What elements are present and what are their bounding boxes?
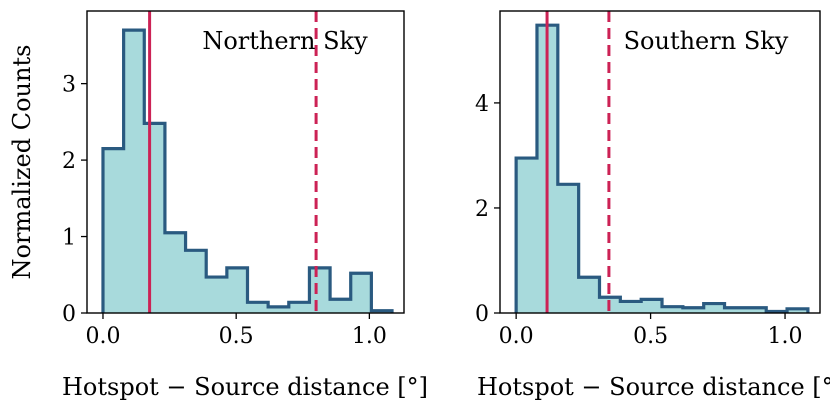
histogram-outline [514,23,810,314]
histogram-bar [557,184,580,313]
y-tick-label: 0 [62,302,76,327]
y-tick-label: 1 [62,226,76,251]
histogram-bar [164,232,186,313]
histogram-bar [703,303,725,313]
ticks-southern: 0.0 0.5 1.0 0 2 4 [475,92,803,349]
y-tick-label: 4 [475,92,489,117]
title-southern-sky: Southern Sky [624,27,789,55]
x-tick-label: 0.0 [499,324,534,349]
histogram-bar [516,158,538,313]
histogram-bar [330,299,352,313]
histogram-bar [268,306,290,313]
panel-northern-sky: 0.0 0.5 1.0 0 1 2 3 Northern Sky Hotspot − Sou… [8,10,428,401]
histogram-bar [682,307,705,313]
histogram-northern [101,11,394,314]
histogram-bar [620,301,642,313]
plot-frame-northern [86,10,405,314]
histogram-bar [662,306,684,313]
x-tick-label: 0.5 [633,324,668,349]
histogram-bar [226,267,248,313]
title-northern-sky: Northern Sky [202,27,368,55]
x-tick-label: 0.0 [85,324,120,349]
histogram-bar [185,250,207,313]
x-tick-label: 0.5 [219,324,254,349]
y-axis-label: Normalized Counts [8,45,36,280]
histogram-bar [102,148,125,313]
x-axis-label-southern: Hotspot − Source distance [°] [477,373,830,401]
histogram-bar [309,267,331,313]
histogram-bar [206,277,228,313]
x-tick-label: 1.0 [352,324,387,349]
histogram-outline [101,28,394,313]
y-tick-label: 3 [62,73,76,98]
histogram-bar [144,123,166,314]
y-tick-label: 0 [475,302,489,327]
plot-frame-southern [499,10,821,314]
histogram-southern [514,11,810,314]
histogram-bar [745,307,767,313]
histogram-bar [288,302,310,313]
panel-southern-sky: 0.0 0.5 1.0 0 2 4 Southern Sky Hotspot − Sour… [475,10,830,401]
histogram-bar [724,307,746,313]
x-tick-label: 1.0 [768,324,803,349]
histogram-bar [350,273,372,313]
y-tick-label: 2 [62,149,76,174]
y-tick-label: 2 [475,197,489,222]
histogram-bar [787,308,809,313]
histogram-bar [578,277,600,313]
x-axis-label-northern: Hotspot − Source distance [°] [62,373,428,401]
histogram-bar [247,302,269,313]
ticks-northern: 0.0 0.5 1.0 0 1 2 3 [62,73,387,349]
histogram-bar [641,299,663,313]
histogram-bar [123,30,145,314]
